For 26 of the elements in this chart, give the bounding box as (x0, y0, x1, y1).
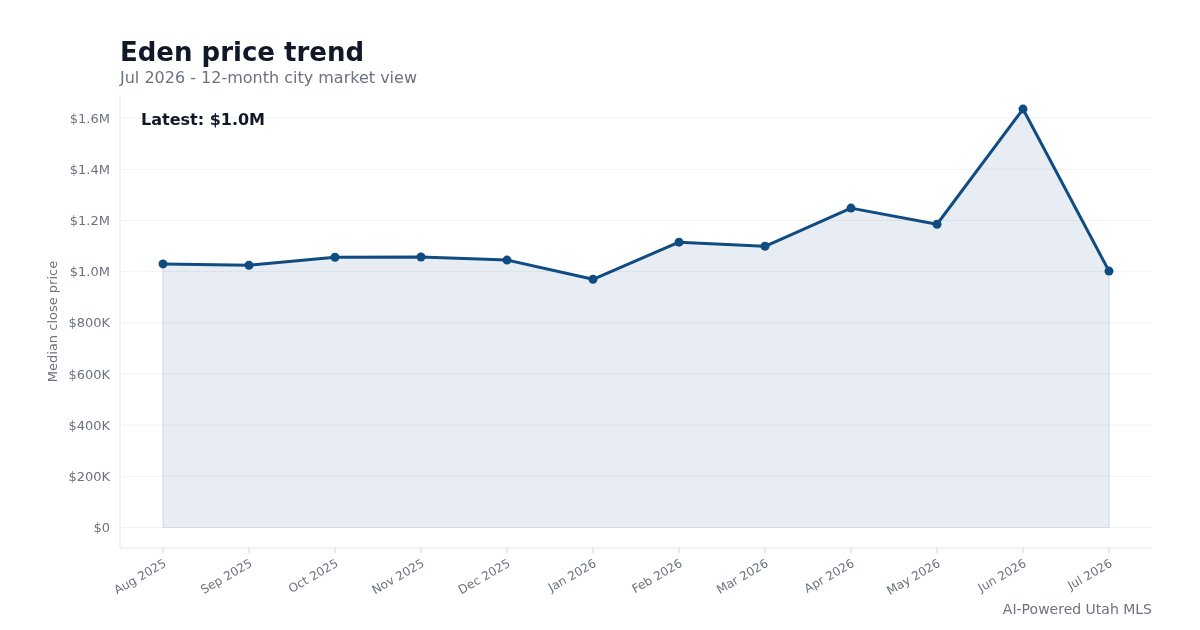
y-tick-label: $1.2M (69, 212, 110, 228)
point (588, 274, 598, 284)
point (674, 237, 684, 247)
point (158, 259, 168, 269)
y-tick-label: $600K (68, 366, 111, 382)
point (330, 252, 340, 262)
point (244, 260, 254, 270)
y-tick-label: $800K (68, 315, 111, 331)
point (1018, 104, 1028, 114)
point (760, 241, 770, 251)
text: AI-Powered Utah MLS (1002, 601, 1153, 617)
y-tick-label: $1.4M (69, 161, 110, 177)
y-tick-label: $1.0M (69, 264, 110, 280)
point (1104, 266, 1114, 276)
chart-title: Eden price trend (120, 37, 365, 67)
point (846, 203, 856, 213)
y-tick-label: $200K (68, 468, 111, 484)
y-tick-label: $0 (93, 520, 110, 536)
point (502, 255, 512, 265)
point (416, 252, 426, 262)
y-tick-label: $400K (68, 417, 111, 433)
annotation: Latest: $1.0M (141, 110, 266, 129)
y-tick-label: $1.6M (69, 110, 110, 126)
y-axis-title: Median close price (45, 260, 60, 383)
point (932, 219, 942, 229)
chart-subtitle: Jul 2026 - 12-month city market view (119, 68, 417, 87)
